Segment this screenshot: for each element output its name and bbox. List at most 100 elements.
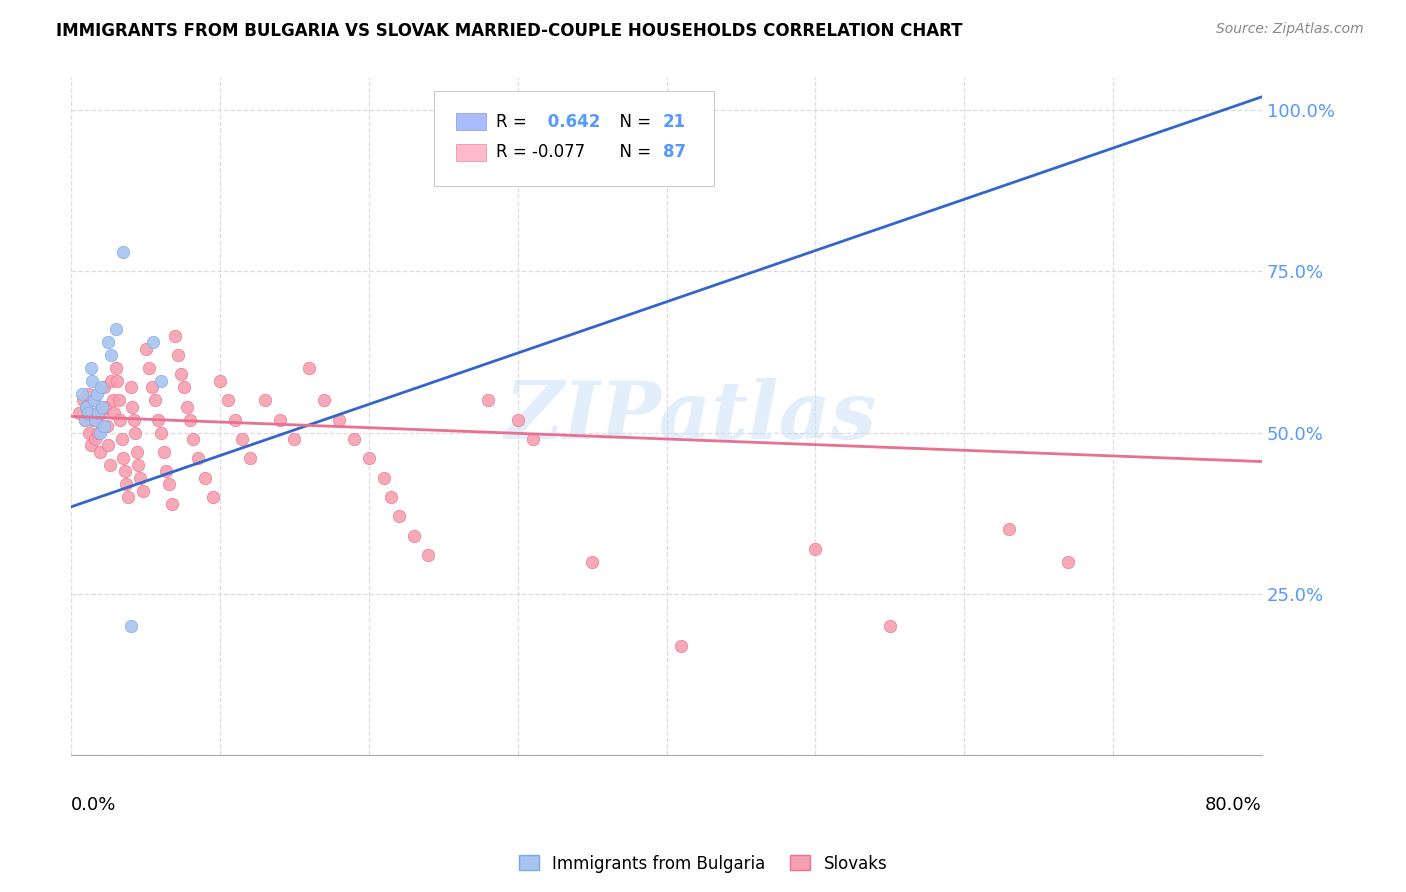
Point — [103, 406, 125, 420]
Point — [380, 490, 402, 504]
Point — [115, 477, 138, 491]
Point — [152, 445, 174, 459]
Point — [73, 412, 96, 426]
Point — [98, 458, 121, 472]
Point — [146, 412, 169, 426]
Text: R =: R = — [496, 112, 533, 130]
Point — [581, 555, 603, 569]
Point — [135, 342, 157, 356]
Point — [120, 619, 142, 633]
Point — [173, 380, 195, 394]
Point — [122, 412, 145, 426]
Point — [176, 400, 198, 414]
FancyBboxPatch shape — [456, 113, 485, 130]
Point — [131, 483, 153, 498]
Point — [125, 445, 148, 459]
Point — [506, 412, 529, 426]
Legend: Immigrants from Bulgaria, Slovaks: Immigrants from Bulgaria, Slovaks — [512, 848, 894, 880]
Point — [93, 419, 115, 434]
Point — [328, 412, 350, 426]
Point — [343, 432, 366, 446]
Point — [75, 400, 97, 414]
Point — [162, 497, 184, 511]
Point — [998, 522, 1021, 536]
Point — [89, 445, 111, 459]
Point — [79, 361, 101, 376]
Point — [104, 322, 127, 336]
Point — [100, 348, 122, 362]
Point — [93, 380, 115, 394]
Point — [671, 639, 693, 653]
Point — [314, 393, 336, 408]
Text: Source: ZipAtlas.com: Source: ZipAtlas.com — [1216, 22, 1364, 37]
Point — [170, 368, 193, 382]
Point — [76, 386, 98, 401]
Point — [283, 432, 305, 446]
Point — [1057, 555, 1080, 569]
Point — [80, 412, 103, 426]
Point — [522, 432, 544, 446]
Point — [124, 425, 146, 440]
Point — [94, 400, 117, 414]
Point — [83, 393, 105, 408]
Point — [67, 406, 90, 420]
Point — [418, 548, 440, 562]
Point — [402, 529, 425, 543]
Text: ZIPatlas: ZIPatlas — [505, 377, 876, 455]
Point — [388, 509, 411, 524]
Text: 0.642: 0.642 — [541, 112, 600, 130]
Point — [167, 348, 190, 362]
Point — [104, 361, 127, 376]
Point — [143, 393, 166, 408]
Point — [181, 432, 204, 446]
Point — [111, 432, 134, 446]
Point — [253, 393, 276, 408]
Point — [217, 393, 239, 408]
FancyBboxPatch shape — [434, 91, 714, 186]
Point — [128, 471, 150, 485]
Point — [201, 490, 224, 504]
Point — [100, 374, 122, 388]
FancyBboxPatch shape — [456, 144, 485, 161]
Point — [187, 451, 209, 466]
Point — [73, 412, 96, 426]
Point — [86, 386, 108, 401]
Text: R = -0.077: R = -0.077 — [496, 143, 585, 161]
Point — [72, 393, 94, 408]
Point — [84, 412, 107, 426]
Point — [298, 361, 321, 376]
Point — [231, 432, 253, 446]
Point — [159, 477, 181, 491]
Text: 21: 21 — [664, 112, 686, 130]
Point — [79, 438, 101, 452]
Point — [101, 393, 124, 408]
Point — [804, 541, 827, 556]
Point — [269, 412, 291, 426]
Point — [373, 471, 395, 485]
Point — [121, 400, 143, 414]
Point — [120, 380, 142, 394]
Point — [142, 335, 165, 350]
Point — [141, 380, 163, 394]
Point — [155, 464, 177, 478]
Text: IMMIGRANTS FROM BULGARIA VS SLOVAK MARRIED-COUPLE HOUSEHOLDS CORRELATION CHART: IMMIGRANTS FROM BULGARIA VS SLOVAK MARRI… — [56, 22, 963, 40]
Text: 80.0%: 80.0% — [1205, 796, 1263, 814]
Point — [149, 425, 172, 440]
Text: N =: N = — [609, 112, 657, 130]
Point — [87, 406, 110, 420]
Point — [138, 361, 160, 376]
Point — [114, 464, 136, 478]
Point — [108, 393, 131, 408]
Point — [80, 374, 103, 388]
Text: 0.0%: 0.0% — [72, 796, 117, 814]
Text: 87: 87 — [664, 143, 686, 161]
Point — [112, 451, 135, 466]
Point — [96, 419, 118, 434]
Point — [83, 393, 105, 408]
Point — [112, 244, 135, 259]
Point — [149, 374, 172, 388]
Point — [357, 451, 380, 466]
Point — [879, 619, 901, 633]
Point — [105, 374, 128, 388]
Point — [224, 412, 246, 426]
